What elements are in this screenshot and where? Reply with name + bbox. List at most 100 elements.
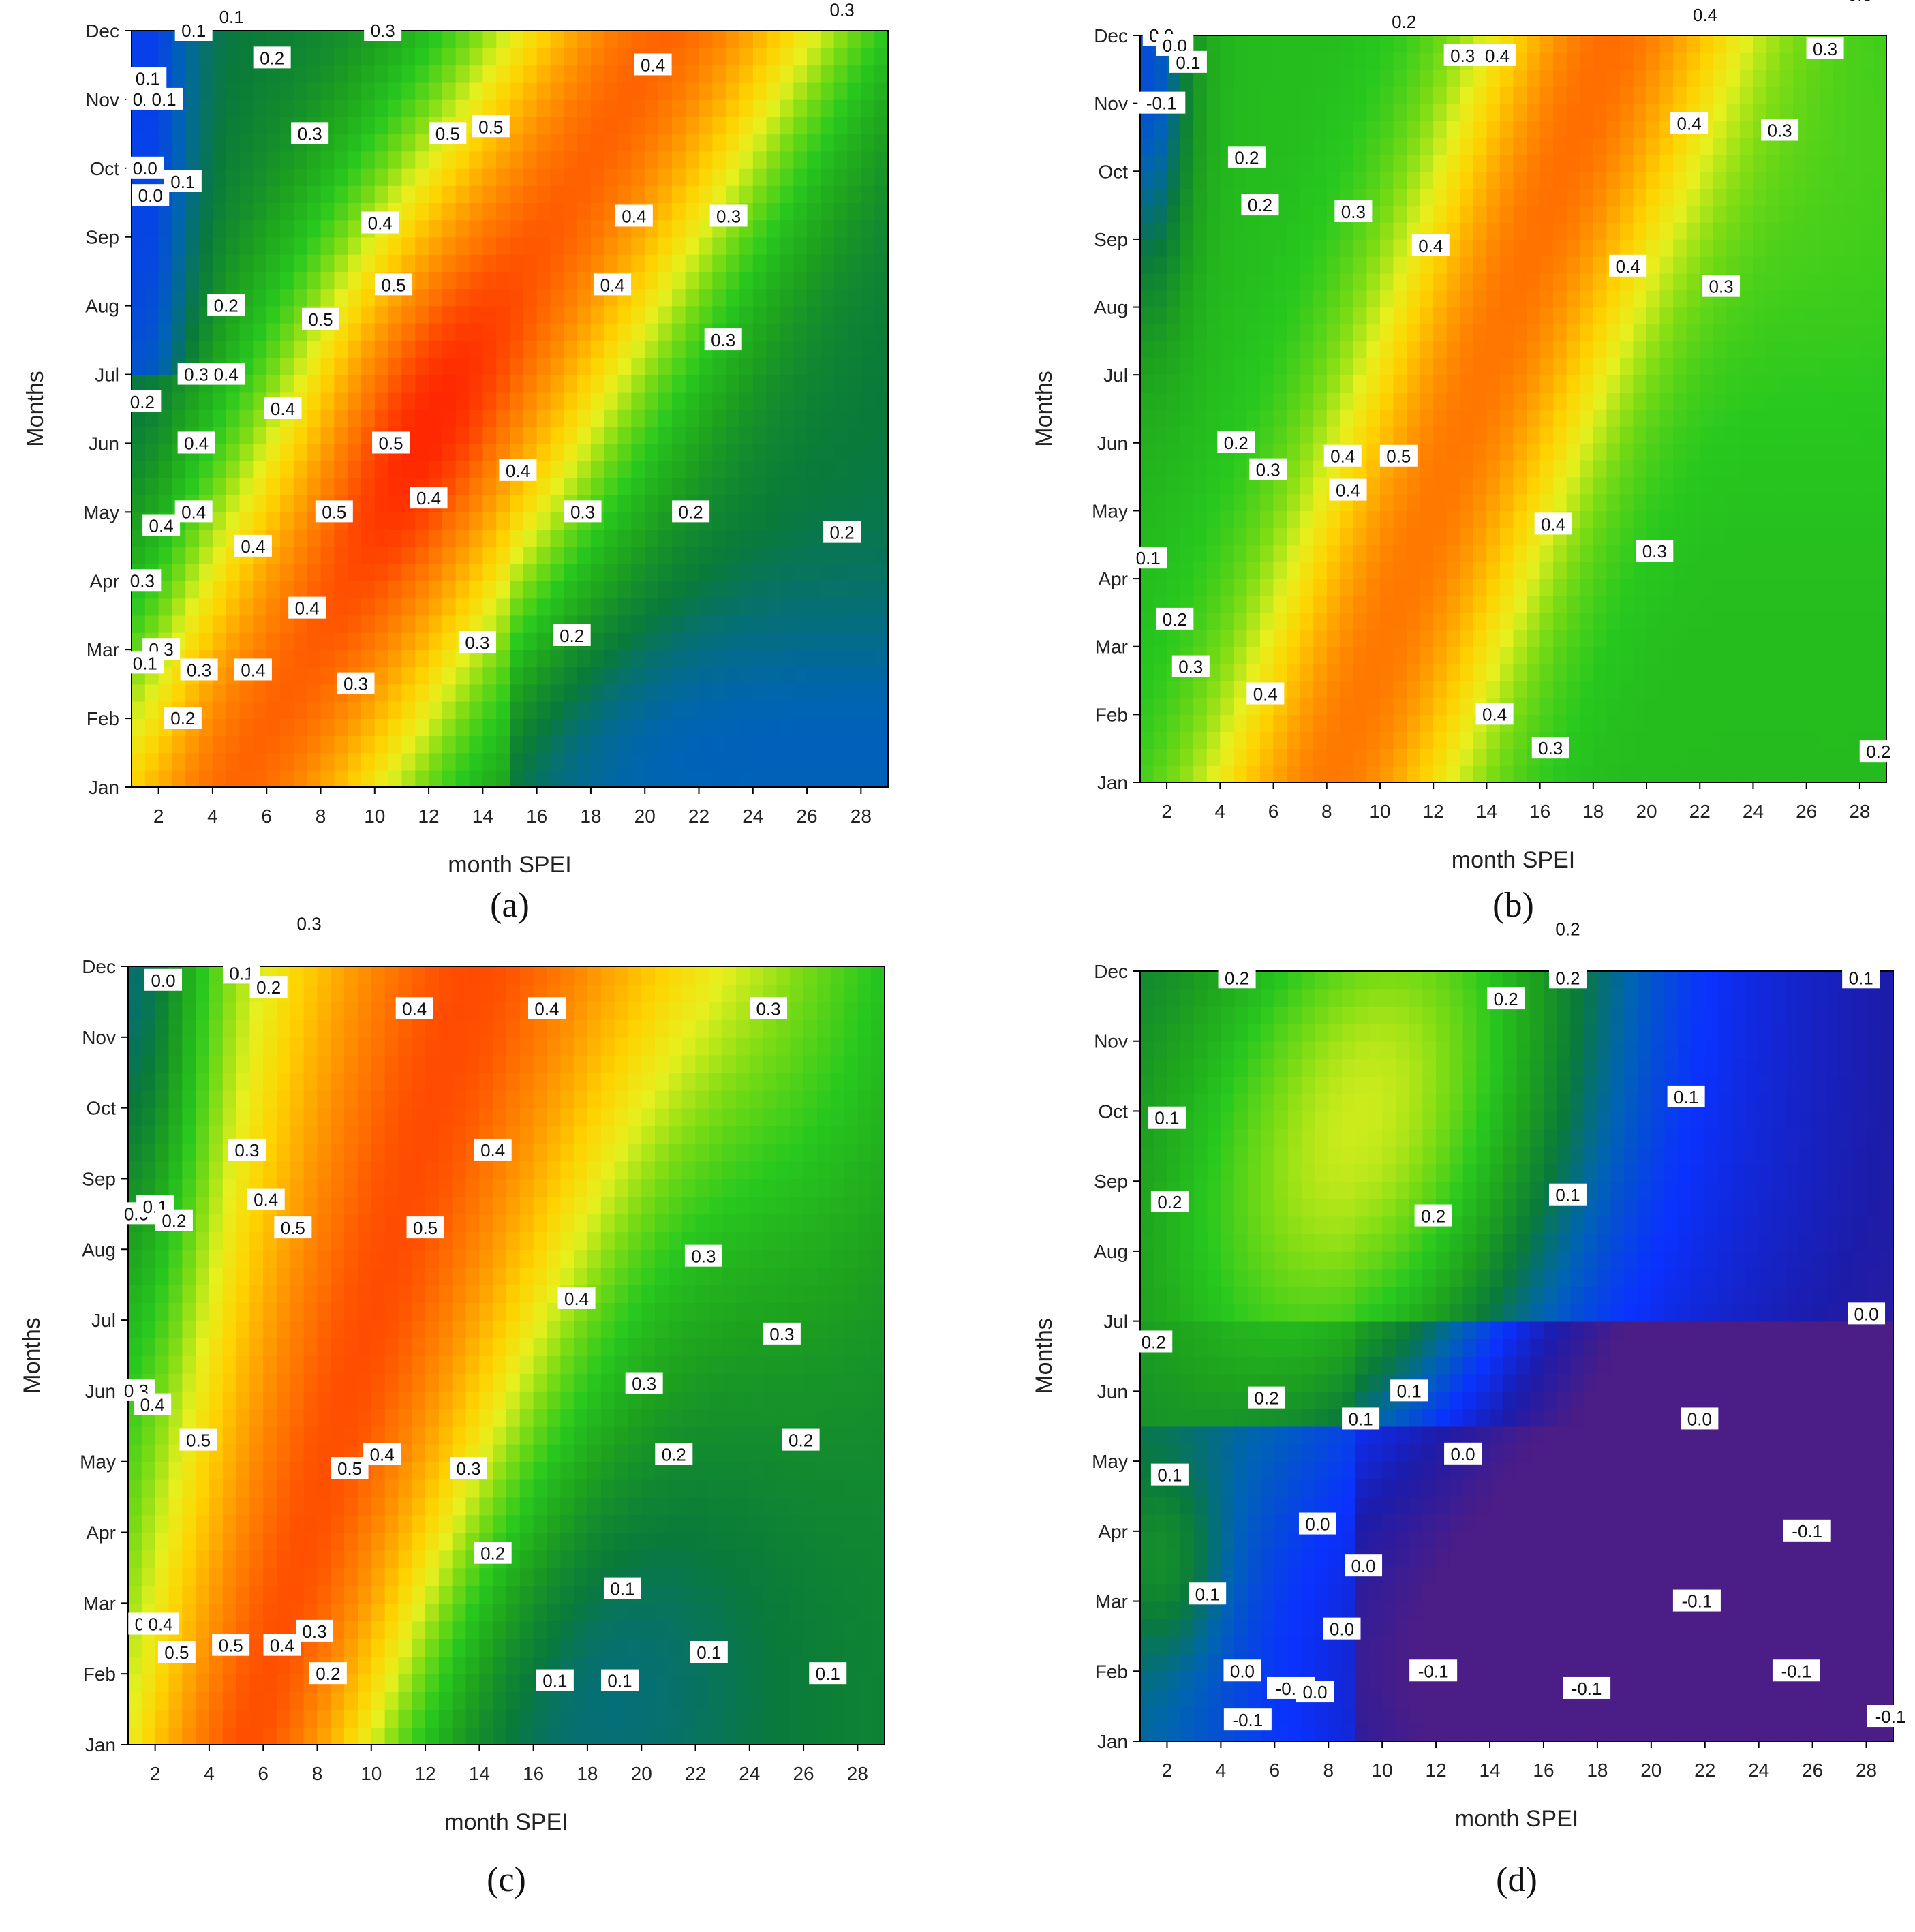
heatmap-cell [374,615,389,633]
heatmap-cell [1539,137,1554,155]
heatmap-cell [239,598,254,616]
heatmap-cell [1220,748,1234,766]
heatmap-cell [1313,562,1328,579]
heatmap-cell [1246,646,1261,664]
heatmap-cell [1246,324,1261,342]
heatmap-cell [1140,120,1154,138]
heatmap-cell [1446,527,1461,546]
heatmap-cell [185,151,200,169]
heatmap-cell [144,426,159,444]
heatmap-cell [712,615,726,633]
heatmap-cell [1433,154,1447,172]
heatmap-cell [1380,86,1394,104]
heatmap-cell [1527,205,1541,223]
heatmap-cell [766,666,781,685]
heatmap-cell [658,134,673,152]
heatmap-cell [712,512,726,530]
heatmap-cell [1140,493,1154,512]
heatmap-cell [820,546,835,564]
heatmap-cell [1246,171,1261,189]
heatmap-cell [1300,697,1314,716]
heatmap-cell [833,219,848,238]
heatmap-cell [550,82,565,100]
heatmap-cell [442,769,457,788]
heatmap-cell [564,322,578,341]
heatmap-cell [1619,392,1634,410]
heatmap-cell [1180,476,1195,495]
heatmap-cell [793,409,808,427]
heatmap-cell [1700,697,1714,716]
heatmap-cell [144,684,159,702]
heatmap-cell [1673,562,1687,579]
heatmap-cell [226,495,241,513]
heatmap-cell [1527,256,1541,274]
heatmap-cell [1726,154,1741,172]
heatmap-cell [1753,205,1767,223]
heatmap-cell [739,598,754,616]
heatmap-cell [1553,612,1567,630]
heatmap-cell [833,99,848,117]
heatmap-cell [658,288,673,307]
heatmap-cell [1420,69,1434,87]
heatmap-cell [1300,714,1314,733]
heatmap-cell [1513,510,1527,529]
heatmap-cell [415,581,429,599]
heatmap-cell [793,236,808,255]
heatmap-cell [388,254,403,272]
heatmap-cell [1753,358,1767,375]
heatmap-cell [766,391,781,410]
heatmap-cell [361,529,376,547]
heatmap-cell [645,134,659,152]
heatmap-cell [469,564,484,581]
heatmap-cell [1793,579,1807,596]
heatmap-cell [132,357,146,375]
heatmap-cell [1673,596,1687,613]
heatmap-cell [1486,579,1501,596]
heatmap-cell [1539,188,1554,206]
contour-label-text: 0.4 [416,488,441,508]
heatmap-cell [1340,290,1354,308]
heatmap-cell [739,48,754,66]
heatmap-cell [1700,562,1714,579]
heatmap-cell [1580,596,1594,613]
heatmap-cell [1233,731,1248,749]
heatmap-cell [1167,493,1181,512]
heatmap-cell [1473,307,1488,325]
heatmap-cell [1619,188,1634,206]
heatmap-cell [1380,663,1394,681]
heatmap-cell [144,409,159,427]
heatmap-cell [429,65,443,83]
heatmap-cell [1686,375,1701,393]
heatmap-cell [577,99,592,117]
heatmap-cell [833,443,848,461]
heatmap-cell [496,649,510,668]
heatmap-cell [780,288,794,307]
heatmap-cell [1700,409,1714,427]
heatmap-cell [415,391,429,410]
heatmap-cell [1206,273,1221,291]
contour-label: 0.1 [164,170,202,192]
heatmap-cell [415,769,429,788]
heatmap-cell [1593,256,1608,274]
heatmap-cell [1460,222,1474,240]
heatmap-cell [712,666,726,685]
heatmap-cell [469,684,484,702]
heatmap-cell [1820,731,1834,749]
heatmap-cell [1460,459,1474,478]
heatmap-cell [1553,646,1567,664]
heatmap-cell [752,254,767,272]
heatmap-cell [1779,290,1794,308]
heatmap-cell [861,512,875,530]
heatmap-cell [699,151,714,169]
heatmap-cell [1353,392,1368,410]
heatmap-cell [780,48,794,66]
heatmap-cell [1393,612,1407,630]
heatmap-cell [564,769,578,788]
heatmap-cell [455,271,470,290]
heatmap-cell [1313,579,1328,596]
heatmap-cell [442,598,457,616]
heatmap-cell [1619,697,1634,716]
heatmap-cell [1739,205,1754,223]
heatmap-cell [388,168,403,186]
heatmap-cell [1793,86,1807,104]
